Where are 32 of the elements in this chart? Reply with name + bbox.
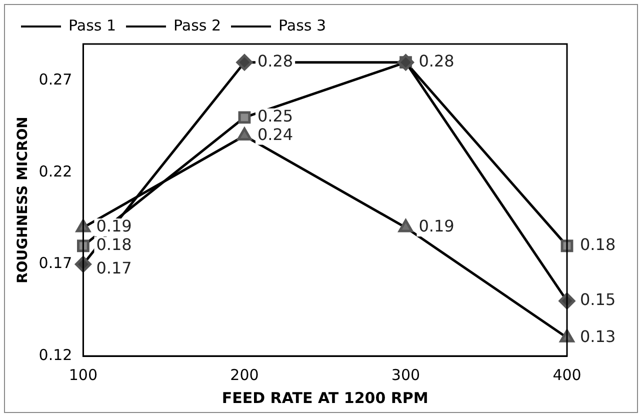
x-tick-label: 400 <box>552 366 582 384</box>
y-tick-label: 0.27 <box>38 70 72 89</box>
data-label: 0.25 <box>257 106 294 126</box>
point <box>398 219 414 232</box>
x-tick-label: 100 <box>68 366 98 384</box>
data-label: 0.18 <box>96 235 132 254</box>
data-label: 0.24 <box>257 124 294 144</box>
point <box>236 54 253 71</box>
data-label: 0.13 <box>580 326 616 346</box>
legend-label: Pass 1 <box>68 16 116 34</box>
data-label: 0.18 <box>580 235 616 254</box>
data-label: 0.15 <box>580 290 616 310</box>
point <box>560 329 574 342</box>
x-tick-label: 300 <box>391 366 420 384</box>
y-tick-label: 0.17 <box>38 254 72 272</box>
legend-label: Pass 2 <box>174 16 222 34</box>
point <box>237 128 252 141</box>
y-tick-label: 0.12 <box>38 346 72 364</box>
point <box>397 54 414 71</box>
point <box>76 219 91 232</box>
data-label: 0.17 <box>96 258 132 278</box>
legend-label: Pass 3 <box>278 16 326 34</box>
data-label: 0.19 <box>96 216 132 236</box>
x-tick-label: 200 <box>230 366 259 384</box>
data-label: 0.28 <box>418 52 454 71</box>
data-label: 0.19 <box>418 216 454 236</box>
point <box>77 240 90 252</box>
data-label: 0.28 <box>257 52 294 71</box>
x-axis-title: FEED RATE AT 1200 RPM <box>222 388 428 407</box>
point <box>238 111 251 124</box>
y-tick-label: 0.22 <box>38 162 72 180</box>
y-axis-title: ROUGHNESS MICRON <box>15 116 32 284</box>
